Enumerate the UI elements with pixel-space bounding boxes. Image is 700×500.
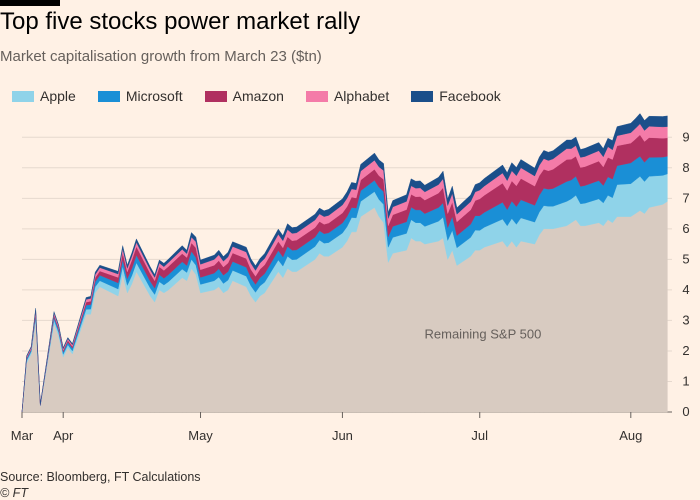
- area-facebook: [21, 113, 668, 413]
- y-tick-label: 9: [682, 129, 689, 144]
- x-tick-label: Mar: [11, 428, 34, 443]
- y-tick-label: 2: [682, 343, 689, 358]
- x-tick-label: Jul: [471, 428, 488, 443]
- chart-subtitle: Market capitalisation growth from March …: [0, 48, 322, 65]
- y-tick-label: 3: [682, 312, 689, 327]
- legend-item-alphabet: Alphabet: [305, 88, 390, 104]
- x-tick-label: May: [188, 428, 213, 443]
- stacked-area-chart: 0 1 2 3 4 5 6 7 8 9 Mar Apr May Jun Jul Aug Remaining S&…: [11, 113, 690, 443]
- y-tick-label: 1: [682, 373, 689, 388]
- x-tick-label: Jun: [332, 428, 353, 443]
- legend-label: Microsoft: [125, 88, 183, 104]
- legend-swatch: [305, 90, 328, 102]
- legend-swatch: [411, 90, 434, 102]
- legend-swatch: [97, 90, 120, 102]
- y-tick-label: 5: [682, 251, 689, 266]
- legend: Apple Microsoft Amazon Alphabet Facebook: [12, 88, 501, 104]
- x-tick-label: Apr: [53, 428, 74, 443]
- legend-swatch: [12, 90, 34, 102]
- legend-swatch: [204, 90, 227, 102]
- y-tick-label: 6: [682, 221, 689, 236]
- x-tick-label: Aug: [619, 428, 642, 443]
- y-tick-label: 8: [682, 160, 689, 175]
- source-note: Source: Bloomberg, FT Calculations: [0, 470, 201, 484]
- legend-item-facebook: Facebook: [411, 88, 501, 104]
- legend-item-amazon: Amazon: [204, 88, 284, 104]
- y-tick-label: 4: [682, 282, 689, 297]
- legend-item-apple: Apple: [12, 88, 76, 104]
- annotation-label: Remaining S&P 500: [425, 327, 542, 342]
- legend-label: Alphabet: [333, 88, 390, 104]
- y-tick-label: 7: [682, 190, 689, 205]
- legend-label: Amazon: [232, 88, 284, 104]
- credit: © FT: [0, 486, 28, 500]
- legend-label: Apple: [40, 88, 76, 104]
- legend-label: Facebook: [439, 88, 501, 104]
- legend-item-microsoft: Microsoft: [97, 88, 183, 104]
- y-tick-label: 0: [682, 404, 689, 419]
- brand-bar: [0, 0, 60, 6]
- chart-title: Top five stocks power market rally: [0, 8, 361, 35]
